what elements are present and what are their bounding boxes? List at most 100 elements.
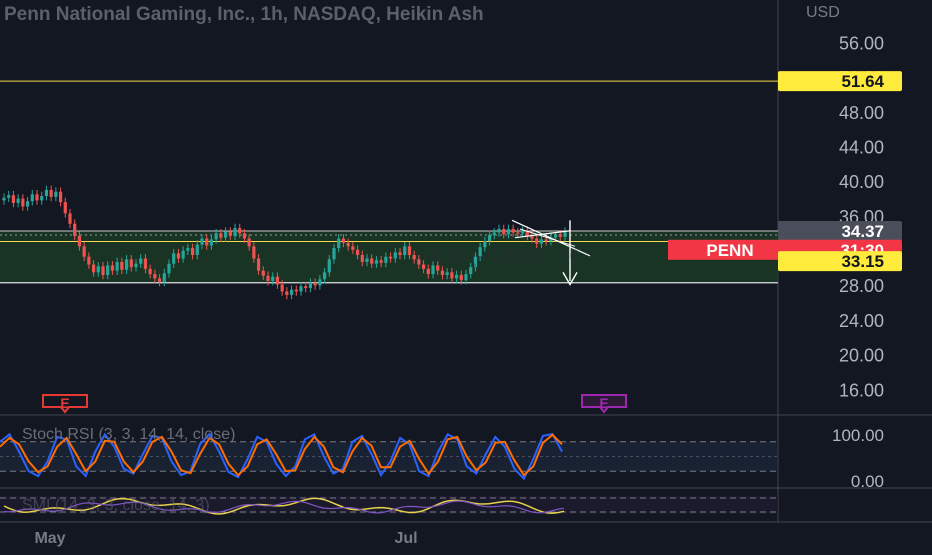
candle-body [25,201,30,207]
candle-body [388,256,393,259]
candle-body [412,255,416,260]
earnings-marker-label: E [60,395,69,411]
candle-body [492,232,496,236]
candle-body [223,231,228,238]
price-tag-label: 33.15 [841,252,884,271]
candle-body [516,232,520,234]
price-tag-box [778,71,902,92]
candle-body [275,276,280,285]
candle-body [129,259,133,268]
candle-body [280,284,284,292]
candle-body [124,259,129,270]
candle-body [153,274,157,279]
earnings-marker [581,394,627,414]
candle-body [431,265,435,275]
stoch-d-line [0,433,563,477]
candle-body [228,231,232,236]
candle-body [21,198,25,207]
candle-body [511,228,515,233]
candle-body [49,189,53,197]
candle-body [318,279,322,286]
candle-body [370,258,374,264]
time-axis-label: Jul [394,530,417,547]
candle-body [341,238,346,243]
measure-arrow-head [562,272,578,286]
candle-body [261,270,265,276]
stoch-k-line [0,432,563,481]
lower-signal-line [3,497,565,515]
candle-body [379,260,383,263]
candle-body [558,234,562,237]
time-axis-label: May [34,530,65,547]
candle-body [327,259,331,273]
resistance-level-tag: 51.64 [778,71,902,92]
candle-body [73,223,77,236]
candle-body [393,252,397,259]
candle-body [365,258,369,262]
lower-main-line [3,500,565,514]
candle-body [82,246,86,257]
price-tick-label: 48.00 [839,103,884,123]
price-tag-label: 51.64 [841,72,884,91]
price-tick-label: 28.00 [839,276,884,296]
candle-body [2,197,6,201]
candle-body [167,263,171,274]
candle-body [525,230,529,236]
candle-body [209,239,214,246]
candle-body [44,189,49,197]
candle-body [421,264,426,269]
candle-body [233,228,237,236]
candle-body [186,248,190,251]
candle-body [337,238,341,249]
candle-body [539,239,544,244]
candle-body [77,235,82,247]
candle-body [469,267,473,275]
candle-body [205,238,209,246]
axis-currency-label[interactable]: USD [806,4,840,21]
price-tag-box [778,251,902,272]
candle-body [96,266,100,273]
candle-body [478,247,482,257]
candle-body [360,255,364,262]
candle-body [110,265,115,271]
candle-body [139,258,143,264]
candle-body [530,235,534,239]
candle-body [285,291,289,295]
candle-body [247,238,251,247]
candle-body [535,238,539,244]
price-tick-label: 44.00 [839,137,884,157]
candle-body [440,270,445,275]
candle-body [355,249,360,256]
candle-body [271,276,275,282]
candle-body [436,265,440,271]
earnings-marker-label: E [599,395,608,411]
earnings-marker [42,394,88,414]
candle-body [7,195,11,198]
candle-body [351,246,355,250]
candle-body [143,258,148,269]
candle-body [384,256,388,263]
candle-body [322,272,327,280]
candle-body [219,233,223,238]
candle-body [11,195,16,203]
candle-body [101,266,105,275]
candle-body [172,253,176,264]
candle-body [54,191,58,197]
candle-body [445,272,449,275]
symbol-tag-label: PENN [706,241,753,260]
candle-body [134,263,138,268]
candle-body [313,282,317,286]
candle-body [403,246,407,256]
candle-body [40,196,44,201]
candle-body [483,241,487,248]
candle-body [374,260,379,264]
candle-body [30,194,34,202]
candle-body [506,228,511,235]
candle-body [157,278,162,282]
candle-body [58,191,63,203]
measure-label: −0.30 (−0.89%) −30 [420,247,580,267]
zone-top-tag: 34.37 [778,220,902,241]
candle-body [200,238,204,245]
